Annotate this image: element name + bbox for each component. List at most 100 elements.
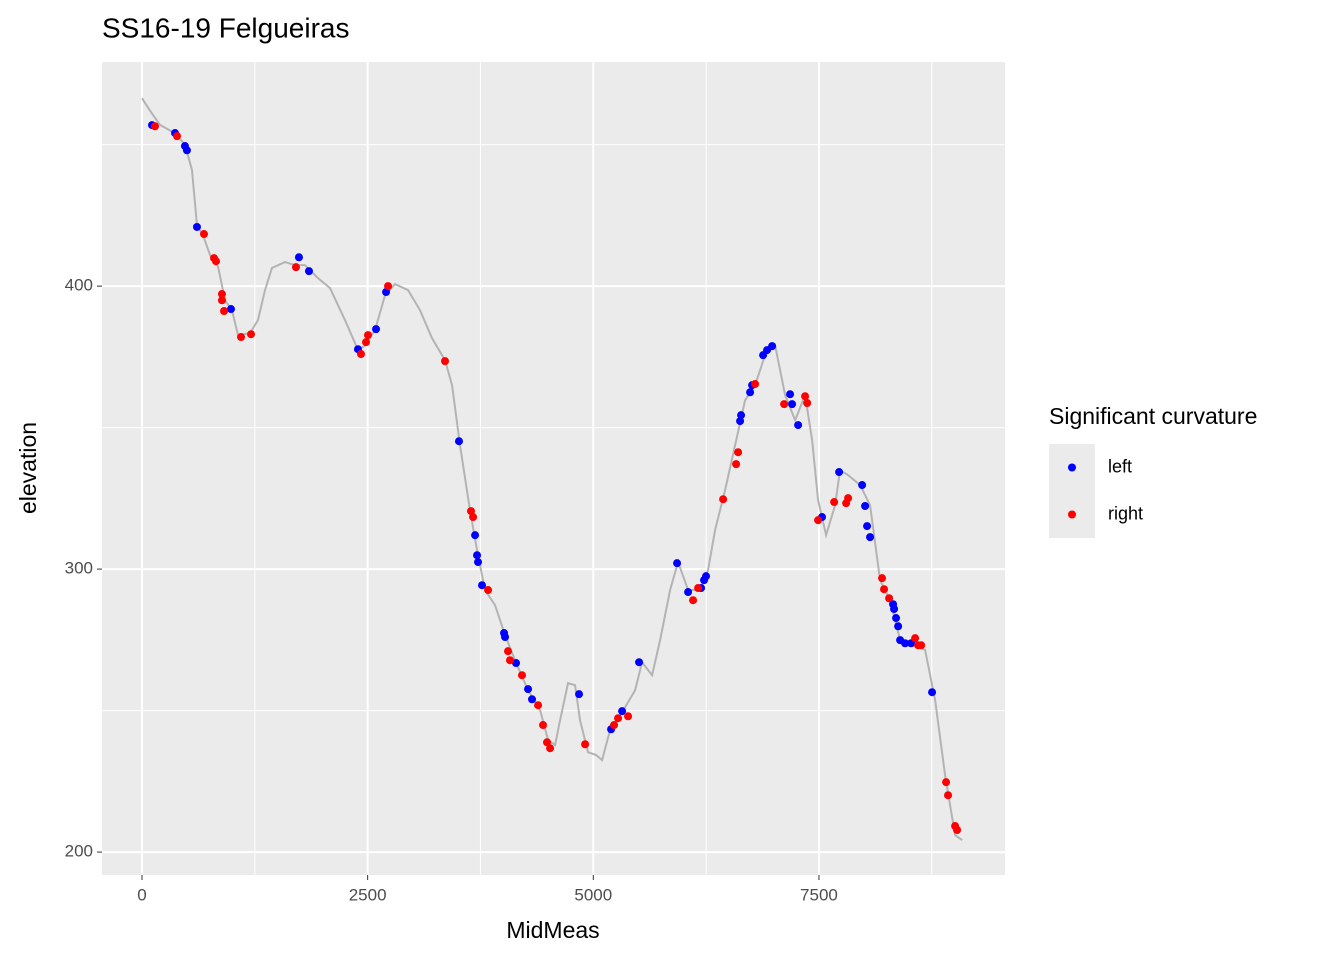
point xyxy=(217,290,226,299)
point xyxy=(192,222,201,231)
point xyxy=(364,331,373,340)
point xyxy=(199,230,208,239)
point xyxy=(517,671,526,680)
point xyxy=(702,572,711,581)
legend-title: Significant curvature xyxy=(1049,403,1257,429)
x-tick-label: 2500 xyxy=(349,885,387,904)
point xyxy=(953,826,962,835)
point xyxy=(362,338,371,347)
elevation-line xyxy=(141,97,963,842)
point xyxy=(863,522,872,531)
point xyxy=(794,421,803,430)
point xyxy=(474,558,483,567)
point xyxy=(917,641,926,650)
point xyxy=(858,481,867,490)
point xyxy=(635,658,644,667)
point xyxy=(610,721,619,730)
point xyxy=(469,513,478,522)
point xyxy=(830,498,839,507)
point xyxy=(734,448,743,457)
point xyxy=(844,494,853,503)
point xyxy=(504,647,513,656)
legend-key xyxy=(1068,510,1076,519)
point xyxy=(505,656,514,665)
point xyxy=(575,690,584,699)
point xyxy=(814,516,823,525)
point xyxy=(291,263,300,272)
point xyxy=(928,688,937,697)
point xyxy=(581,740,590,749)
point xyxy=(736,417,745,426)
point xyxy=(880,585,889,594)
point xyxy=(150,122,159,131)
point xyxy=(861,501,870,510)
point xyxy=(618,707,627,716)
y-tick-label: 300 xyxy=(65,559,93,578)
point xyxy=(226,305,235,314)
point xyxy=(737,411,746,420)
point xyxy=(212,257,221,266)
point xyxy=(768,342,777,351)
point xyxy=(746,388,755,397)
point xyxy=(501,633,510,642)
point xyxy=(894,622,903,631)
point xyxy=(719,495,728,504)
point xyxy=(471,531,480,540)
point xyxy=(356,350,365,359)
point xyxy=(803,398,812,407)
point xyxy=(384,282,393,291)
point xyxy=(524,685,533,694)
point xyxy=(835,468,844,477)
x-axis-label: MidMeas xyxy=(506,917,599,943)
point xyxy=(304,267,313,276)
point xyxy=(528,695,537,704)
point xyxy=(543,738,552,747)
legend-key xyxy=(1068,463,1076,472)
chart-title: SS16-19 Felgueiras xyxy=(102,12,349,43)
legend-label: left xyxy=(1108,456,1132,476)
point xyxy=(478,581,487,590)
point xyxy=(694,584,703,593)
point xyxy=(944,791,953,800)
point xyxy=(673,559,682,568)
point xyxy=(878,574,887,583)
x-tick-label: 5000 xyxy=(574,885,612,904)
point xyxy=(892,614,901,623)
point xyxy=(220,307,229,316)
point xyxy=(751,380,760,389)
point xyxy=(885,594,894,603)
panel xyxy=(102,62,1005,875)
point xyxy=(780,400,789,409)
legend-key-background xyxy=(1049,444,1095,538)
point xyxy=(801,392,810,401)
point xyxy=(512,659,521,668)
point xyxy=(539,721,548,730)
point xyxy=(441,357,450,366)
x-tick-label: 7500 xyxy=(800,885,838,904)
point xyxy=(237,333,246,342)
point xyxy=(294,253,303,262)
point xyxy=(247,330,256,339)
point xyxy=(182,146,191,155)
point xyxy=(684,588,693,597)
point xyxy=(372,325,381,334)
point xyxy=(454,437,463,446)
legend-label: right xyxy=(1108,503,1143,523)
point xyxy=(786,390,795,399)
x-tick-label: 0 xyxy=(137,885,146,904)
point xyxy=(866,533,875,542)
point xyxy=(473,551,482,560)
y-axis-label: elevation xyxy=(15,422,41,514)
point xyxy=(732,460,741,469)
point xyxy=(173,132,182,141)
point xyxy=(624,712,633,721)
y-tick-label: 400 xyxy=(65,276,93,295)
point xyxy=(911,634,920,643)
point xyxy=(534,701,543,710)
point xyxy=(890,604,899,613)
point xyxy=(217,296,226,305)
point xyxy=(614,714,623,723)
point xyxy=(484,586,493,595)
point xyxy=(942,778,951,787)
